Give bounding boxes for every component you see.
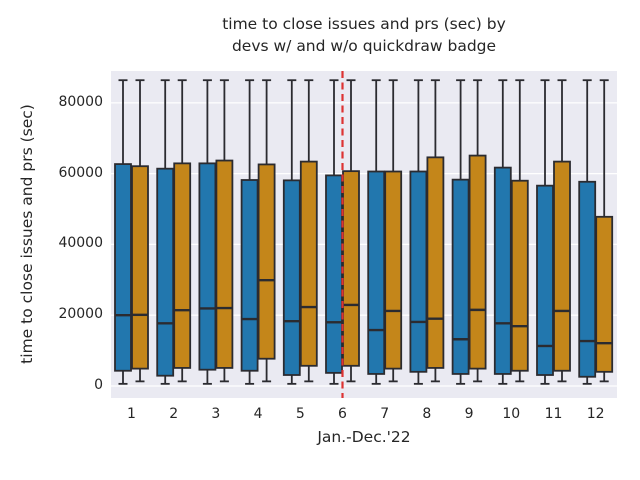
y-tick-label: 0 [94,376,103,393]
boxplot-box [114,163,132,372]
boxplot-box [257,163,276,360]
x-tick-label: 3 [211,406,221,422]
boxplot-box [198,162,217,371]
boxplot-box [468,154,487,370]
boxplot-box [325,174,343,374]
x-tick-label: 6 [338,406,347,422]
boxplot-box [173,162,192,369]
boxplot-box [342,170,360,367]
boxplot-box [553,160,571,372]
x-tick-label: 2 [169,406,179,422]
x-tick-label: 7 [380,406,390,422]
x-tick-label: 5 [295,406,305,422]
y-tick-label: 60000 [58,164,103,181]
boxplot-box [367,170,386,375]
chart-title-line1: time to close issues and prs (sec) by [222,15,506,33]
y-tick-label: 80000 [58,93,103,110]
x-tick-label: 4 [253,406,263,422]
boxplot-box [299,160,318,367]
boxplot-box [409,170,428,373]
chart-title: time to close issues and prs (sec) by de… [111,13,617,57]
boxplot-box [240,179,259,372]
boxplot-box [426,156,445,369]
x-tick-label: 9 [464,406,474,422]
x-tick-label: 12 [586,406,605,422]
boxplot-box [595,215,614,373]
boxplot-box [384,170,403,370]
x-tick-label: 8 [422,406,432,422]
plot-area [111,71,617,398]
boxplot-box [493,166,512,375]
y-tick-label: 20000 [58,306,103,323]
boxplot-box [451,178,470,375]
boxplot-box [215,159,234,369]
boxplot-box [536,184,554,376]
boxplot-box [282,179,301,376]
x-axis-label: Jan.-Dec.'22 [317,428,411,446]
x-tick-label: 11 [544,406,563,422]
x-tick-label: 1 [127,406,136,422]
boxplot-box [578,180,597,378]
boxplot-box [156,167,175,377]
y-axis-label: time to close issues and prs (sec) [18,104,36,364]
x-tick-label: 10 [502,406,521,422]
boxplot-box [510,179,529,372]
boxplot-box [131,165,149,370]
y-tick-label: 40000 [58,235,103,252]
chart-title-line2: devs w/ and w/o quickdraw badge [231,37,497,55]
